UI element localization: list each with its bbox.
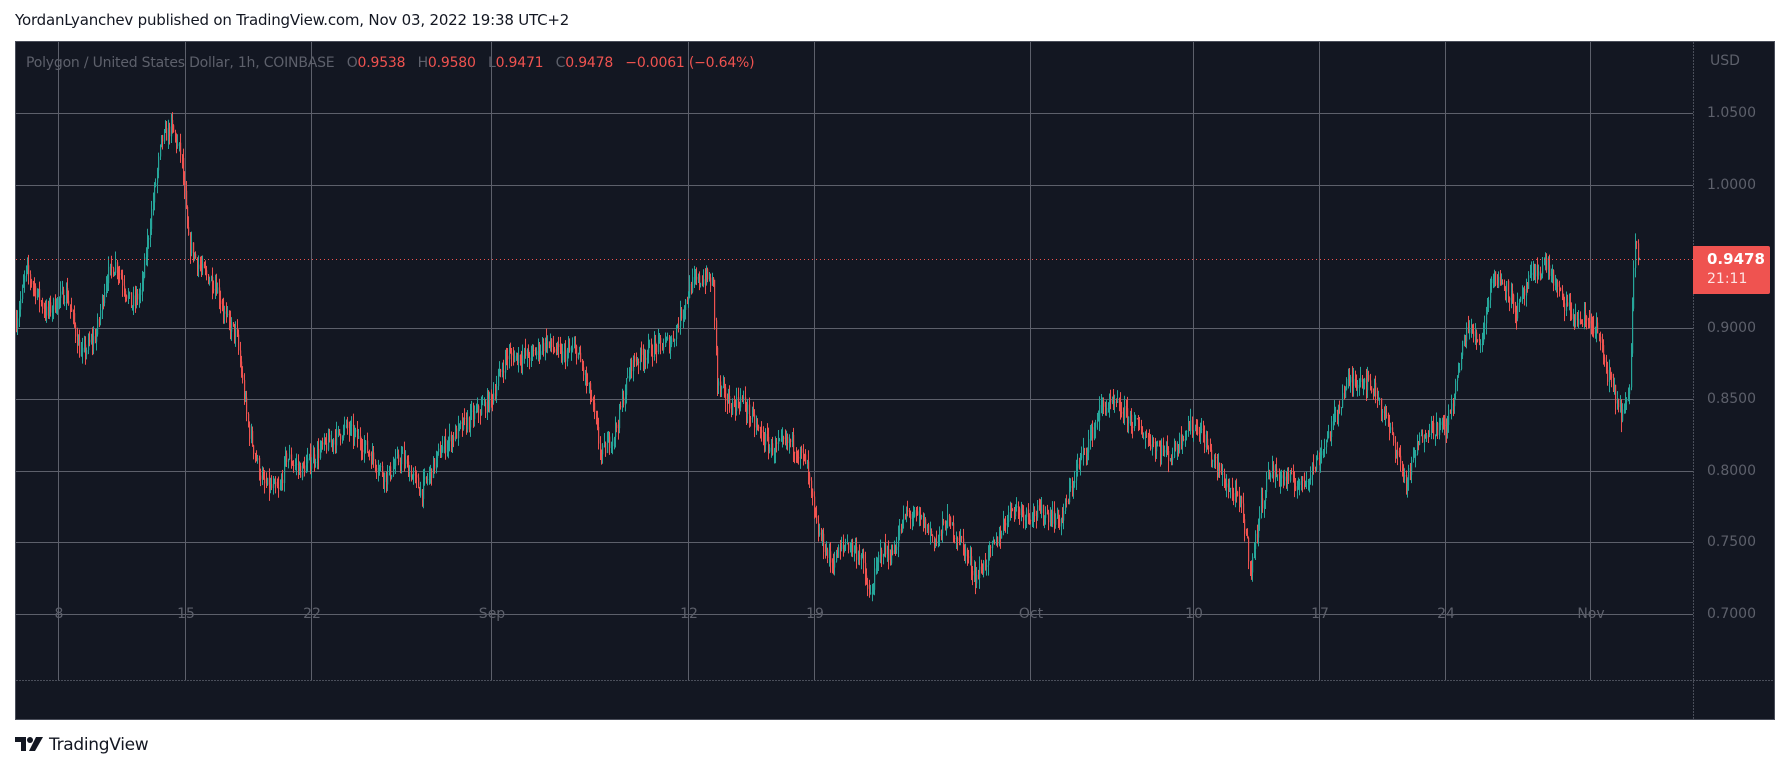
tradingview-logo-icon [15, 737, 43, 751]
time-tick-label: 19 [806, 606, 824, 622]
low-value: 0.9471 [495, 55, 544, 71]
close-value: 0.9478 [565, 55, 614, 71]
publish-info: YordanLyanchev published on TradingView.… [15, 11, 570, 29]
candlestick-chart[interactable] [16, 42, 1775, 720]
symbol-legend: Polygon / United States Dollar, 1h, COIN… [26, 55, 755, 71]
time-tick-label: Oct [1018, 606, 1044, 622]
last-price-value: 0.9478 [1707, 250, 1765, 268]
price-tick-label: 1.0500 [1707, 105, 1756, 121]
low-label: L [487, 55, 496, 71]
open-label: O [346, 55, 358, 71]
time-tick-label: 10 [1185, 606, 1203, 622]
time-tick-label: 12 [680, 606, 698, 622]
time-tick-label: Sep [478, 606, 506, 622]
time-tick-label: 17 [1311, 606, 1329, 622]
time-tick-label: 8 [54, 606, 64, 622]
time-tick-label: 15 [177, 606, 195, 622]
time-tick-label: 24 [1437, 606, 1455, 622]
change-value: −0.0061 (−0.64%) [625, 55, 755, 71]
close-label: C [555, 55, 566, 71]
time-tick-label: Nov [1577, 606, 1605, 622]
candles [16, 112, 1641, 602]
high-label: H [417, 55, 429, 71]
price-tick-label: 0.8500 [1707, 391, 1756, 407]
tradingview-logo[interactable]: TradingView [15, 735, 149, 755]
price-tick-label: 0.7500 [1707, 534, 1756, 550]
price-tick-label: 1.0000 [1707, 176, 1756, 193]
bar-countdown: 21:11 [1707, 271, 1748, 287]
chart-pane[interactable]: Polygon / United States Dollar, 1h, COIN… [15, 41, 1775, 720]
last-price-badge: 0.9478 21:11 [1693, 246, 1770, 294]
symbol-name[interactable]: Polygon / United States Dollar, 1h, COIN… [26, 55, 335, 71]
price-tick-label: 0.7000 [1707, 605, 1756, 622]
high-value: 0.9580 [427, 55, 476, 71]
time-tick-label: 22 [303, 606, 321, 622]
price-tick-label: 0.9000 [1707, 319, 1756, 336]
price-tick-label: 0.8000 [1707, 462, 1756, 479]
open-value: 0.9538 [357, 55, 406, 71]
currency-label[interactable]: USD [1710, 53, 1740, 69]
tradingview-wordmark: TradingView [49, 735, 149, 755]
